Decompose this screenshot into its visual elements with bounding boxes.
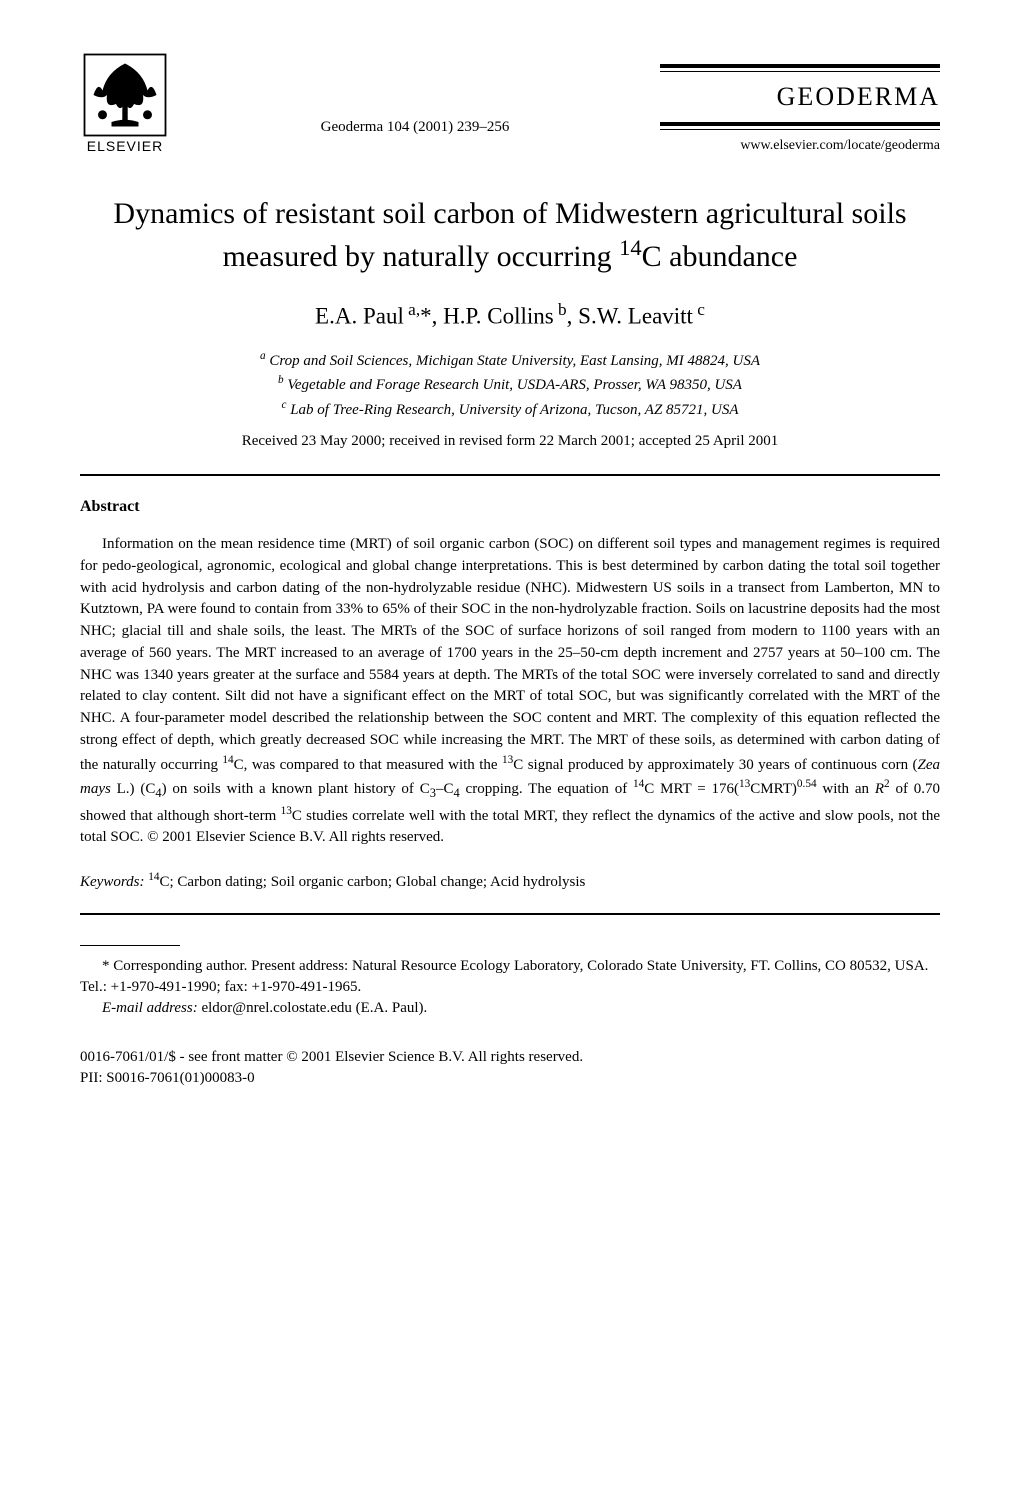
journal-url: www.elsevier.com/locate/geoderma xyxy=(740,138,940,154)
abstract-top-rule xyxy=(80,474,940,476)
journal-header: ELSEVIER Geoderma 104 (2001) 239–256 GEO… xyxy=(80,50,940,154)
affiliations: a ᵃ Crop and Soil Sciences, Michigan Sta… xyxy=(80,348,940,422)
abstract-bottom-rule xyxy=(80,913,940,915)
pii-line: PII: S0016-7061(01)00083-0 xyxy=(80,1068,940,1089)
article-title: Dynamics of resistant soil carbon of Mid… xyxy=(100,194,920,276)
article-dates: Received 23 May 2000; received in revise… xyxy=(80,433,940,450)
abstract-heading: Abstract xyxy=(80,498,940,516)
keywords-line: Keywords: 14C; Carbon dating; Soil organ… xyxy=(80,871,940,891)
journal-title: GEODERMA xyxy=(777,82,940,112)
affiliation-c: c Lab of Tree-Ring Research, University … xyxy=(80,397,940,422)
affiliation-b: b Vegetable and Forage Research Unit, US… xyxy=(80,372,940,397)
email-footnote: E-mail address: eldor@nrel.colostate.edu… xyxy=(80,998,940,1019)
header-rule-bottom-thin xyxy=(660,129,940,130)
keywords-label: Keywords: xyxy=(80,874,144,890)
elsevier-tree-icon xyxy=(80,50,170,140)
journal-citation: Geoderma 104 (2001) 239–256 xyxy=(321,119,510,154)
keywords-text: 14C; Carbon dating; Soil organic carbon;… xyxy=(144,874,585,890)
abstract-body: Information on the mean residence time (… xyxy=(80,534,940,849)
header-rule-top-thin xyxy=(660,71,940,72)
publisher-name: ELSEVIER xyxy=(87,138,163,154)
footnote-rule xyxy=(80,945,180,946)
authors: E.A. Paul a,*, H.P. Collins b, S.W. Leav… xyxy=(80,300,940,330)
publisher-logo: ELSEVIER xyxy=(80,50,170,154)
copyright-line: 0016-7061/01/$ - see front matter © 2001… xyxy=(80,1047,940,1068)
email-label: E-mail address: xyxy=(102,1000,198,1016)
corresponding-author-footnote: * Corresponding author. Present address:… xyxy=(80,956,940,998)
journal-title-block: GEODERMA www.elsevier.com/locate/geoderm… xyxy=(660,64,940,154)
affiliation-a: a ᵃ Crop and Soil Sciences, Michigan Sta… xyxy=(80,348,940,373)
bottom-info: 0016-7061/01/$ - see front matter © 2001… xyxy=(80,1047,940,1089)
email-value: eldor@nrel.colostate.edu (E.A. Paul). xyxy=(198,1000,428,1016)
